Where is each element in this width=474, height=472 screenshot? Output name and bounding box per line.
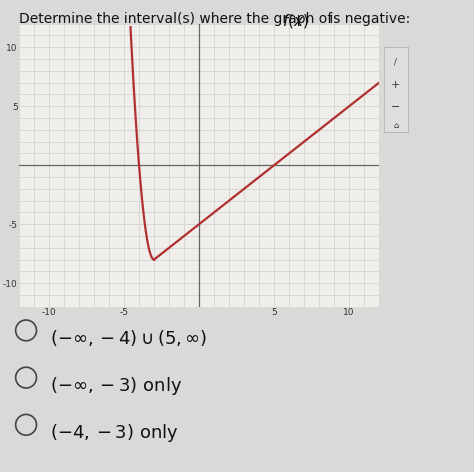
Text: ⌂: ⌂ [393, 121, 399, 130]
Text: −: − [391, 101, 401, 112]
Text: /: / [394, 58, 397, 67]
Text: +: + [391, 80, 401, 91]
Text: $(-\infty, -4) \cup (5, \infty)$: $(-\infty, -4) \cup (5, \infty)$ [50, 329, 207, 348]
Text: $(-\infty, -3)$ only: $(-\infty, -3)$ only [50, 375, 182, 396]
Text: Determine the interval(s) where the graph of: Determine the interval(s) where the grap… [19, 12, 337, 26]
Text: $(-4, -3)$ only: $(-4, -3)$ only [50, 422, 178, 444]
Text: is negative:: is negative: [325, 12, 410, 26]
Text: $f(x)$: $f(x)$ [282, 12, 309, 30]
